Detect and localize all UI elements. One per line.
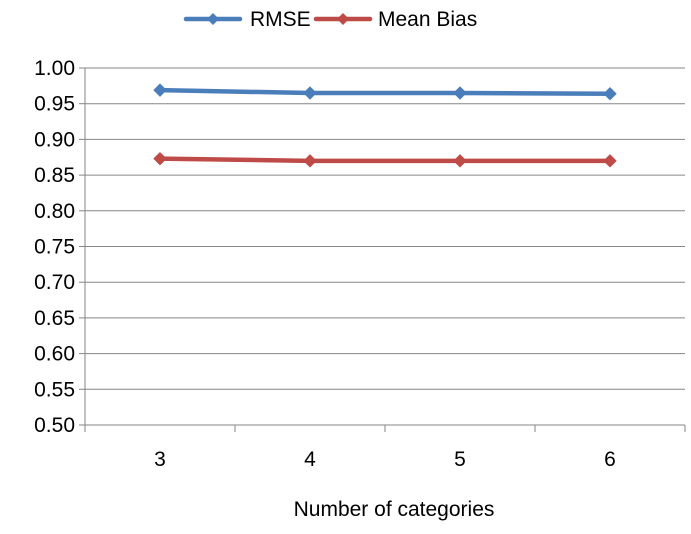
data-point xyxy=(303,154,317,168)
x-tick-label: 6 xyxy=(604,448,616,471)
y-tick-label: 0.70 xyxy=(34,271,75,294)
y-tick-label: 0.65 xyxy=(34,307,75,330)
y-tick-label: 1.00 xyxy=(34,57,75,80)
x-axis-label: Number of categories xyxy=(294,498,495,521)
data-point xyxy=(603,86,617,101)
x-tick-label: 4 xyxy=(304,448,316,471)
series-line xyxy=(157,87,613,96)
y-tick-label: 0.75 xyxy=(34,236,75,259)
data-point xyxy=(603,154,617,168)
data-point xyxy=(453,154,467,168)
legend-label: Mean Bias xyxy=(378,8,477,31)
x-tick-label: 5 xyxy=(454,448,466,471)
y-tick-label: 0.55 xyxy=(34,378,75,401)
data-point xyxy=(153,151,167,166)
y-tick-label: 0.50 xyxy=(34,414,75,437)
y-tick-label: 0.60 xyxy=(34,343,75,366)
data-point xyxy=(303,86,317,100)
legend: RMSE Mean Bias xyxy=(183,8,477,31)
data-point xyxy=(153,83,167,97)
data-point xyxy=(453,86,467,100)
y-tick-label: 0.95 xyxy=(34,93,75,116)
legend-marker xyxy=(337,13,349,25)
x-tick-label: 3 xyxy=(154,448,166,471)
series-group xyxy=(153,83,617,168)
legend-marker xyxy=(207,13,219,25)
x-axis-ticks: 3 4 5 6 xyxy=(84,425,686,471)
series-line xyxy=(157,156,613,164)
y-tick-label: 0.80 xyxy=(34,200,75,223)
legend-label: RMSE xyxy=(250,8,311,31)
y-axis-ticks: 0.50 0.55 0.60 0.65 0.70 0.75 0.80 0.85 0.90 0.95… xyxy=(34,57,85,437)
y-tick-label: 0.85 xyxy=(34,164,75,187)
grid xyxy=(85,67,685,426)
y-tick-label: 0.90 xyxy=(34,128,75,151)
